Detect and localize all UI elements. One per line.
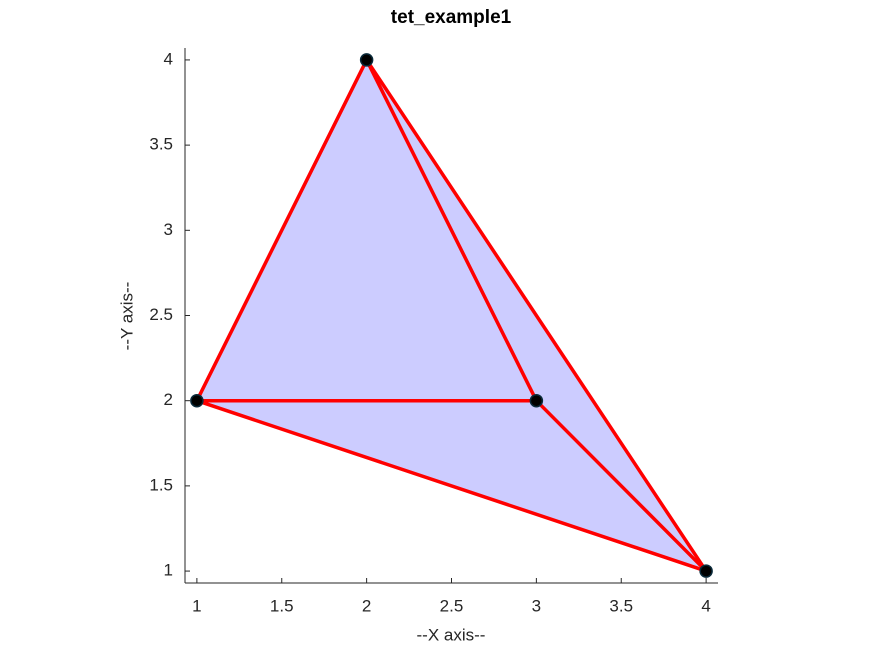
edge (364, 58, 708, 573)
vertex (699, 564, 713, 578)
edge (195, 398, 708, 573)
y-tick-label: 1.5 (149, 475, 173, 494)
vertex (359, 53, 374, 67)
y-tick-label: 2 (164, 390, 173, 409)
x-tick-label: 2.5 (440, 596, 464, 615)
face (196, 59, 537, 401)
y-tick-label: 4 (164, 49, 173, 68)
x-tick-label: 3.5 (609, 596, 633, 615)
x-tick-label: 1 (192, 596, 201, 615)
y-axis-label: --Y axis-- (117, 282, 136, 351)
y-tick-label: 3.5 (149, 135, 173, 154)
edge (534, 398, 708, 573)
x-tick-label: 4 (701, 596, 710, 615)
x-tick-label: 1.5 (270, 596, 294, 615)
y-tick-label: 1 (164, 561, 173, 580)
vertex (190, 393, 204, 408)
y-tick-label: 2.5 (149, 305, 173, 324)
x-axis-label: --X axis-- (417, 625, 486, 644)
x-tick-label: 2 (362, 596, 371, 615)
vertex (529, 393, 544, 408)
x-tick-label: 3 (532, 596, 541, 615)
edge (364, 58, 539, 403)
edge (195, 58, 369, 403)
y-tick-label: 3 (164, 220, 173, 239)
chart-title: tet_example1 (391, 7, 512, 28)
